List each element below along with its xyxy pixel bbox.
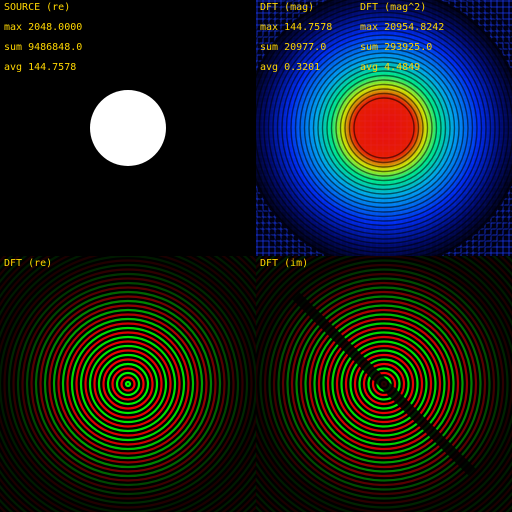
dft-re-title: DFT (re) <box>4 258 53 269</box>
ring <box>258 2 510 254</box>
source-sum-label: sum 9486848.0 <box>4 42 83 53</box>
dft-imag-panel: DFT (im) <box>256 256 512 512</box>
ring <box>353 97 415 159</box>
dft-magnitude-image <box>256 0 512 256</box>
ring <box>281 25 487 231</box>
ring <box>321 65 447 191</box>
dft-mag-avg-label: avg 0.3201 <box>260 62 321 73</box>
source-panel: SOURCE (re) max 2048.0000 sum 9486848.0 … <box>0 0 256 256</box>
ring <box>285 29 483 227</box>
dft-magnitude-panel: DFT (mag) max 144.7578 sum 20977.0 avg 0… <box>256 0 512 256</box>
dft-real-image <box>0 256 256 512</box>
dft-mag2-sum-label: sum 293925.0 <box>360 42 433 53</box>
dft-imag-image <box>256 256 512 512</box>
source-title: SOURCE (re) <box>4 2 71 13</box>
ring <box>294 38 474 218</box>
ring <box>303 47 465 209</box>
ring <box>335 79 433 177</box>
dft-mag-max-label: max 144.7578 <box>260 22 333 33</box>
ring <box>272 16 496 240</box>
ring <box>312 56 456 200</box>
source-disc <box>90 90 166 166</box>
ring <box>308 52 460 204</box>
source-image <box>0 0 256 256</box>
dft-mag2-title: DFT (mag^2) <box>360 2 427 13</box>
ring <box>344 88 424 168</box>
ring <box>339 83 429 173</box>
ring <box>276 20 492 236</box>
ring <box>263 7 505 249</box>
ring <box>290 34 478 222</box>
ring <box>267 11 501 245</box>
ring <box>326 70 442 186</box>
source-avg-label: avg 144.7578 <box>4 62 77 73</box>
ring <box>299 43 469 213</box>
ring <box>330 74 438 182</box>
dft-mag-title: DFT (mag) <box>260 2 315 13</box>
dft-mag-sum-label: sum 20977.0 <box>260 42 327 53</box>
source-max-label: max 2048.0000 <box>4 22 83 33</box>
dft-real-panel: DFT (re) <box>0 256 256 512</box>
dft-mag2-avg-label: avg 4.4849 <box>360 62 421 73</box>
ring <box>348 92 420 164</box>
ring <box>317 61 451 195</box>
dft-im-title: DFT (im) <box>260 258 309 269</box>
dft-mag2-max-label: max 20954.8242 <box>360 22 445 33</box>
